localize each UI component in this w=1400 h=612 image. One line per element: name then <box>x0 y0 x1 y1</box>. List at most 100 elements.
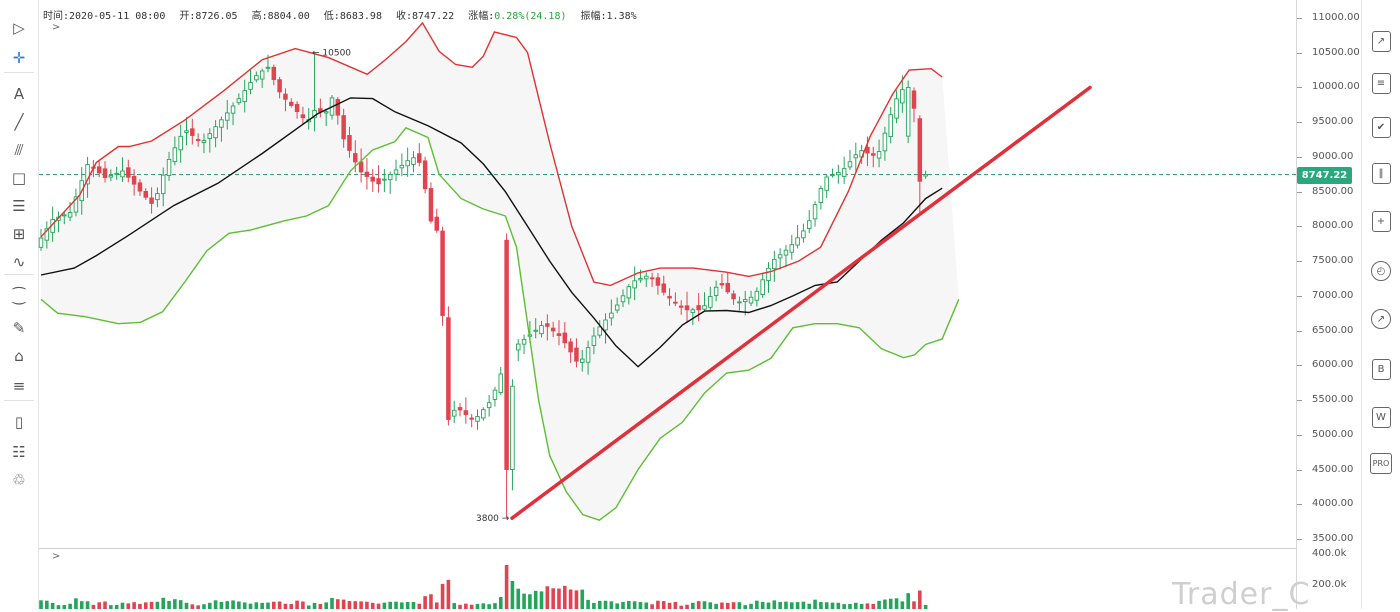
candle-body <box>248 82 253 90</box>
volume-bar <box>621 601 625 609</box>
candle-body <box>684 305 690 311</box>
volume-bar <box>400 602 404 609</box>
bookmark-icon[interactable]: ▯ <box>14 413 24 431</box>
expand-volume-chevron-icon[interactable]: > <box>52 551 61 562</box>
price-axis-tick <box>1297 52 1302 54</box>
volume-bar <box>312 603 317 609</box>
change-readout: 涨幅:0.28%(24.18) <box>468 11 566 22</box>
candle-body <box>515 343 521 351</box>
volume-bar <box>440 583 445 609</box>
volume-bar <box>865 603 870 609</box>
volume-bar <box>376 603 381 609</box>
candle-body <box>737 301 742 304</box>
candle-body <box>609 312 614 319</box>
candle-body <box>626 286 632 299</box>
list-icon[interactable]: ≡ <box>1369 70 1393 96</box>
price-axis-tick <box>1297 295 1302 297</box>
candle-body <box>289 101 294 106</box>
grid-tool-icon[interactable]: ⊞ <box>12 225 26 243</box>
price-axis-tick <box>1297 504 1302 506</box>
candle-body <box>341 115 346 140</box>
wave-pattern-icon[interactable]: ∿ <box>12 253 26 271</box>
ruler-icon[interactable]: ⁐ <box>12 287 26 305</box>
time-readout: 时间:2020-05-11 08:00 <box>43 11 166 22</box>
chart-line-icon[interactable]: ↗ <box>1369 28 1393 54</box>
candle-body <box>521 339 527 345</box>
price-axis-label: 5000.00 <box>1312 428 1354 440</box>
volume-bar <box>365 601 369 609</box>
fork-lines-icon[interactable]: ⫻ <box>14 141 24 159</box>
volume-bar <box>603 600 608 609</box>
candle-body <box>294 103 300 113</box>
candle-body <box>143 191 149 198</box>
candle-body <box>347 135 352 151</box>
candle-body <box>632 280 637 289</box>
alarm-clock-icon[interactable]: ◴ <box>1369 258 1393 284</box>
volume-bar <box>446 579 451 609</box>
candle-body <box>853 154 859 159</box>
trash-icon[interactable]: ♲ <box>12 471 26 489</box>
text-tool-icon[interactable]: A <box>13 85 25 103</box>
candle-body <box>562 332 568 344</box>
candle-body <box>777 254 783 259</box>
text-b-icon[interactable]: B <box>1369 356 1393 382</box>
checklist-icon[interactable]: ✔ <box>1369 114 1393 140</box>
cursor-arrow-icon[interactable]: ▷ <box>13 19 25 37</box>
candle-body <box>504 239 509 470</box>
rectangle-icon[interactable]: □ <box>11 169 27 187</box>
volume-pane-divider[interactable] <box>39 548 1297 549</box>
toolbar-divider <box>4 400 34 401</box>
price-axis-label: 4500.00 <box>1312 463 1354 475</box>
high-readout: 高:8804.00 <box>251 11 310 22</box>
candle-body <box>498 373 504 393</box>
candle-body <box>411 157 416 165</box>
volume-bar <box>207 602 212 609</box>
candle-body <box>271 66 277 81</box>
candle-body <box>841 168 847 177</box>
amplitude-readout: 振幅:1.38% <box>580 11 637 22</box>
candle-body <box>114 172 119 175</box>
volume-bar <box>469 604 474 609</box>
brush-icon[interactable]: ✎ <box>12 319 26 337</box>
volume-bar <box>877 600 881 609</box>
candle-body <box>102 168 108 178</box>
candle-body <box>475 416 480 422</box>
volume-bar <box>859 603 864 609</box>
magnet-icon[interactable]: ≡ <box>12 377 26 395</box>
candle-body <box>871 153 876 156</box>
expand-indicators-chevron-icon[interactable]: > <box>52 22 61 33</box>
price-axis-divider <box>1296 0 1297 609</box>
candle-body <box>690 309 696 313</box>
volume-bar <box>493 603 497 609</box>
volume-bar <box>883 599 887 609</box>
price-axis-label: 10000.00 <box>1312 81 1360 93</box>
candle-body <box>876 151 882 159</box>
volume-bar <box>784 601 788 609</box>
candle-body <box>545 323 550 327</box>
volume-bar <box>464 603 468 609</box>
lock-icon[interactable]: ⌂ <box>14 347 24 365</box>
upward-trendline <box>510 85 1092 520</box>
volume-bar <box>45 600 49 609</box>
volume-bar <box>347 601 352 609</box>
volume-bar <box>429 594 433 609</box>
template-edit-icon[interactable]: ☷ <box>12 443 26 461</box>
pro-icon[interactable]: PRO <box>1369 450 1393 476</box>
volume-bar <box>178 600 183 609</box>
bar-stats-icon[interactable]: ‖ <box>1369 160 1393 186</box>
add-window-icon[interactable]: + <box>1369 208 1393 234</box>
volume-bar <box>277 601 282 609</box>
price-axis-tick <box>1297 434 1302 436</box>
crosshair-icon[interactable]: ✛ <box>12 49 26 67</box>
volume-bar <box>830 602 835 609</box>
volume-bar <box>74 598 78 609</box>
fib-levels-icon[interactable]: ☰ <box>12 197 26 215</box>
price-axis-label: 9500.00 <box>1312 116 1354 128</box>
compass-icon[interactable]: ↗ <box>1369 306 1393 332</box>
candle-body <box>207 133 213 140</box>
trend-line-icon[interactable]: ╱ <box>14 113 24 131</box>
volume-bar <box>173 599 177 609</box>
w-icon[interactable]: W <box>1369 404 1393 430</box>
candle-body <box>195 138 201 141</box>
